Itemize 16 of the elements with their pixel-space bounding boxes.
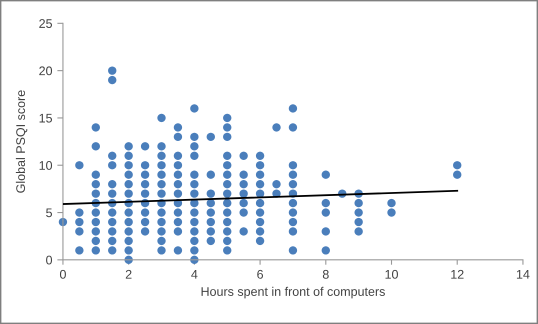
- y-tick-label: 10: [40, 161, 52, 170]
- x-tick-label: 12: [451, 270, 464, 279]
- x-tick-label: 6: [257, 270, 264, 279]
- y-tick-label: 0: [46, 256, 52, 264]
- x-tick-label: 4: [191, 270, 198, 279]
- y-tick-label: 5: [46, 208, 52, 218]
- x-tick-label: 8: [322, 270, 329, 279]
- y-tick-label: 15: [40, 114, 52, 123]
- y-axis-title: Global PSQI score: [16, 90, 28, 193]
- y-tick-label: 25: [39, 19, 52, 28]
- x-tick-label: 0: [60, 270, 66, 279]
- x-axis-title: Hours spent in front of computers: [202, 286, 385, 298]
- x-tick-label: 2: [126, 270, 132, 279]
- y-tick-label: 20: [39, 66, 52, 76]
- x-tick-label: 14: [516, 270, 530, 279]
- x-tick-label: 10: [386, 270, 398, 279]
